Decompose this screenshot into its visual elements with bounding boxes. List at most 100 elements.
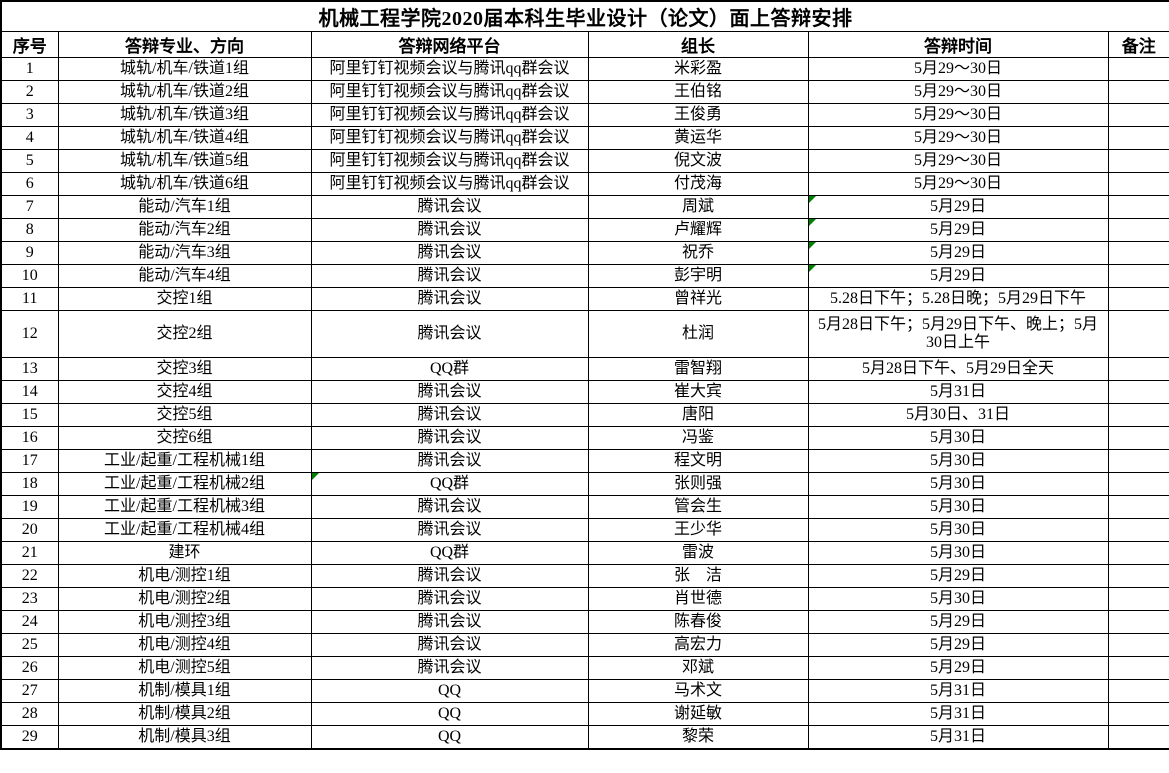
leader-cell: 马术文 xyxy=(587,679,809,703)
leader-cell: 彭宇明 xyxy=(587,264,809,288)
table-row: 8 能动/汽车2组 腾讯会议 卢耀辉 5月29日 xyxy=(0,218,1169,242)
row-number-cell: 1 xyxy=(0,57,59,81)
row-number-cell: 28 xyxy=(0,702,59,726)
leader-cell: 高宏力 xyxy=(587,633,809,657)
remark-cell xyxy=(1107,426,1169,450)
row-number-cell: 17 xyxy=(0,449,59,473)
column-header-platform: 答辩网络平台 xyxy=(310,31,589,58)
time-cell: 5月28日下午；5月29日下午、晚上；5月30日上午 xyxy=(807,310,1109,358)
row-number-cell: 29 xyxy=(0,725,59,749)
row-number-cell: 6 xyxy=(0,172,59,196)
row-number-cell: 14 xyxy=(0,380,59,404)
remark-cell xyxy=(1107,57,1169,81)
row-number-cell: 24 xyxy=(0,610,59,634)
major-cell: 城轨/机车/铁道5组 xyxy=(57,149,312,173)
row-number-cell: 11 xyxy=(0,287,59,311)
platform-cell: QQ xyxy=(310,679,589,703)
major-cell: 交控5组 xyxy=(57,403,312,427)
time-cell: 5月30日 xyxy=(807,495,1109,519)
leader-cell: 雷智翔 xyxy=(587,357,809,381)
table-row: 3 城轨/机车/铁道3组 阿里钉钉视频会议与腾讯qq群会议 王俊勇 5月29～30日 xyxy=(0,103,1169,127)
leader-cell: 冯鉴 xyxy=(587,426,809,450)
remark-cell xyxy=(1107,518,1169,542)
row-number-cell: 13 xyxy=(0,357,59,381)
row-number-cell: 25 xyxy=(0,633,59,657)
time-cell: 5月31日 xyxy=(807,702,1109,726)
table-row: 27 机制/模具1组 QQ 马术文 5月31日 xyxy=(0,679,1169,703)
time-cell: 5月30日 xyxy=(807,518,1109,542)
major-cell: 建环 xyxy=(57,541,312,565)
platform-cell: 腾讯会议 xyxy=(310,195,589,219)
table-row: 11 交控1组 腾讯会议 曾祥光 5.28日下午；5.28日晚；5月29日下午 xyxy=(0,287,1169,311)
remark-cell xyxy=(1107,449,1169,473)
remark-cell xyxy=(1107,126,1169,150)
time-cell: 5月30日 xyxy=(807,587,1109,611)
table-row: 16 交控6组 腾讯会议 冯鉴 5月30日 xyxy=(0,426,1169,450)
row-number-cell: 16 xyxy=(0,426,59,450)
time-cell: 5月28日下午、5月29日全天 xyxy=(807,357,1109,381)
platform-cell: 腾讯会议 xyxy=(310,656,589,680)
time-cell: 5月29～30日 xyxy=(807,126,1109,150)
remark-cell xyxy=(1107,472,1169,496)
major-cell: 交控4组 xyxy=(57,380,312,404)
remark-cell xyxy=(1107,725,1169,749)
leader-cell: 祝乔 xyxy=(587,241,809,265)
platform-cell: 腾讯会议 xyxy=(310,587,589,611)
leader-cell: 唐阳 xyxy=(587,403,809,427)
major-cell: 工业/起重/工程机械3组 xyxy=(57,495,312,519)
time-cell: 5月29～30日 xyxy=(807,149,1109,173)
major-cell: 工业/起重/工程机械2组 xyxy=(57,472,312,496)
table-row: 13 交控3组 QQ群 雷智翔 5月28日下午、5月29日全天 xyxy=(0,357,1169,381)
platform-cell: 阿里钉钉视频会议与腾讯qq群会议 xyxy=(310,172,589,196)
table-row: 25 机电/测控4组 腾讯会议 高宏力 5月29日 xyxy=(0,633,1169,657)
major-cell: 交控3组 xyxy=(57,357,312,381)
time-cell: 5月29～30日 xyxy=(807,103,1109,127)
table-row: 15 交控5组 腾讯会议 唐阳 5月30日、31日 xyxy=(0,403,1169,427)
time-cell: 5月29日 xyxy=(807,633,1109,657)
leader-cell: 黎荣 xyxy=(587,725,809,749)
time-cell: 5月31日 xyxy=(807,380,1109,404)
platform-cell: 腾讯会议 xyxy=(310,518,589,542)
platform-cell: QQ xyxy=(310,702,589,726)
major-cell: 城轨/机车/铁道3组 xyxy=(57,103,312,127)
remark-cell xyxy=(1107,702,1169,726)
leader-cell: 崔大宾 xyxy=(587,380,809,404)
major-cell: 能动/汽车4组 xyxy=(57,264,312,288)
major-cell: 城轨/机车/铁道2组 xyxy=(57,80,312,104)
platform-cell: QQ xyxy=(310,725,589,749)
major-cell: 城轨/机车/铁道4组 xyxy=(57,126,312,150)
leader-cell: 张 洁 xyxy=(587,564,809,588)
remark-cell xyxy=(1107,357,1169,381)
title-row: 机械工程学院2020届本科生毕业设计（论文）面上答辩安排 xyxy=(0,0,1169,32)
major-cell: 工业/起重/工程机械1组 xyxy=(57,449,312,473)
table-row: 14 交控4组 腾讯会议 崔大宾 5月31日 xyxy=(0,380,1169,404)
remark-cell xyxy=(1107,195,1169,219)
column-header-leader: 组长 xyxy=(587,31,809,58)
table-row: 9 能动/汽车3组 腾讯会议 祝乔 5月29日 xyxy=(0,241,1169,265)
time-cell: 5月29日 xyxy=(807,195,1109,219)
remark-cell xyxy=(1107,495,1169,519)
time-cell: 5月29日 xyxy=(807,241,1109,265)
time-cell: 5.28日下午；5.28日晚；5月29日下午 xyxy=(807,287,1109,311)
remark-cell xyxy=(1107,380,1169,404)
row-number-cell: 2 xyxy=(0,80,59,104)
row-number-cell: 19 xyxy=(0,495,59,519)
column-header-remark: 备注 xyxy=(1107,31,1169,58)
leader-cell: 管会生 xyxy=(587,495,809,519)
leader-cell: 程文明 xyxy=(587,449,809,473)
table-row: 19 工业/起重/工程机械3组 腾讯会议 管会生 5月30日 xyxy=(0,495,1169,519)
table-row: 12 交控2组 腾讯会议 杜润 5月28日下午；5月29日下午、晚上；5月30日上午 xyxy=(0,310,1169,358)
remark-cell xyxy=(1107,264,1169,288)
table-row: 2 城轨/机车/铁道2组 阿里钉钉视频会议与腾讯qq群会议 王伯铭 5月29～30日 xyxy=(0,80,1169,104)
table-row: 23 机电/测控2组 腾讯会议 肖世德 5月30日 xyxy=(0,587,1169,611)
table-row: 6 城轨/机车/铁道6组 阿里钉钉视频会议与腾讯qq群会议 付茂海 5月29～30日 xyxy=(0,172,1169,196)
remark-cell xyxy=(1107,103,1169,127)
row-number-cell: 10 xyxy=(0,264,59,288)
time-cell: 5月29日 xyxy=(807,218,1109,242)
major-cell: 能动/汽车1组 xyxy=(57,195,312,219)
table-row: 22 机电/测控1组 腾讯会议张 洁 5月29日 xyxy=(0,564,1169,588)
leader-cell: 倪文波 xyxy=(587,149,809,173)
time-cell: 5月29日 xyxy=(807,656,1109,680)
column-header-major: 答辩专业、方向 xyxy=(57,31,312,58)
column-header-no: 序号 xyxy=(0,31,59,58)
